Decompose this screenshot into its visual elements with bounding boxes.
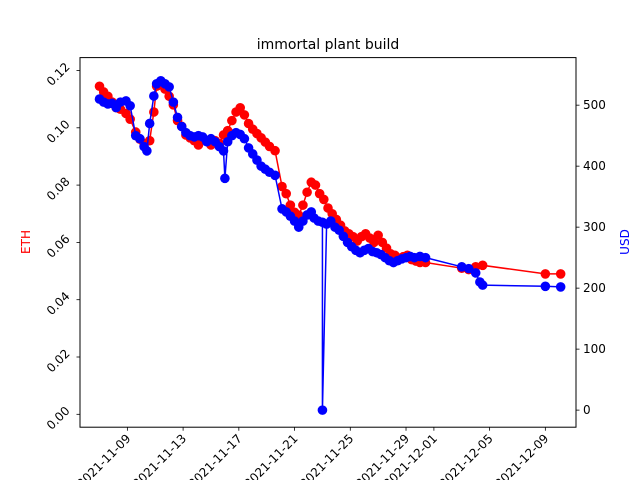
- data-point-right: [239, 133, 250, 144]
- chart-title: immortal plant build: [257, 37, 400, 53]
- data-point-right: [555, 282, 566, 292]
- data-point-right: [144, 118, 155, 129]
- data-point-left: [270, 145, 280, 156]
- data-point-left: [277, 181, 287, 192]
- data-point-left: [310, 180, 321, 190]
- series-layer: [94, 75, 566, 415]
- y-axis-label-left: ETH: [19, 230, 33, 254]
- data-point-left: [555, 269, 566, 279]
- data-point-left: [302, 187, 312, 198]
- data-point-right: [149, 91, 159, 101]
- data-point-left: [540, 269, 551, 279]
- y-axis-label-right: USD: [618, 229, 632, 255]
- data-point-left: [235, 102, 246, 113]
- data-point-right: [477, 280, 488, 290]
- data-point-right: [172, 112, 183, 123]
- right-tick-label: 500: [583, 98, 606, 112]
- data-point-right: [470, 268, 481, 278]
- data-point-right: [164, 82, 174, 92]
- right-axis-ticks: 0 100 200 300 400 500: [576, 98, 606, 417]
- data-point-left: [369, 237, 379, 248]
- data-point-right: [540, 281, 551, 292]
- data-point-left: [193, 140, 204, 150]
- data-point-right: [317, 405, 328, 415]
- data-point-left: [227, 115, 237, 126]
- data-point-left: [477, 260, 488, 271]
- data-point-left: [298, 200, 308, 210]
- data-point-right: [168, 97, 179, 107]
- data-point-left: [281, 188, 292, 199]
- right-tick-label: 200: [583, 281, 606, 295]
- right-tick-label: 0: [583, 403, 591, 417]
- data-point-right: [218, 146, 229, 156]
- data-point-right: [135, 133, 145, 144]
- data-point-left: [239, 110, 250, 120]
- right-tick-label: 400: [583, 159, 606, 173]
- right-tick-label: 300: [583, 220, 606, 234]
- data-point-right: [142, 146, 152, 156]
- series-right: [94, 75, 566, 415]
- data-point-right: [220, 173, 230, 184]
- data-point-right: [420, 252, 431, 263]
- right-tick-label: 100: [583, 342, 606, 356]
- data-point-right: [270, 170, 280, 181]
- data-point-left: [319, 194, 329, 205]
- data-point-left: [373, 230, 383, 241]
- data-point-right: [125, 100, 135, 111]
- data-point-right: [463, 263, 474, 274]
